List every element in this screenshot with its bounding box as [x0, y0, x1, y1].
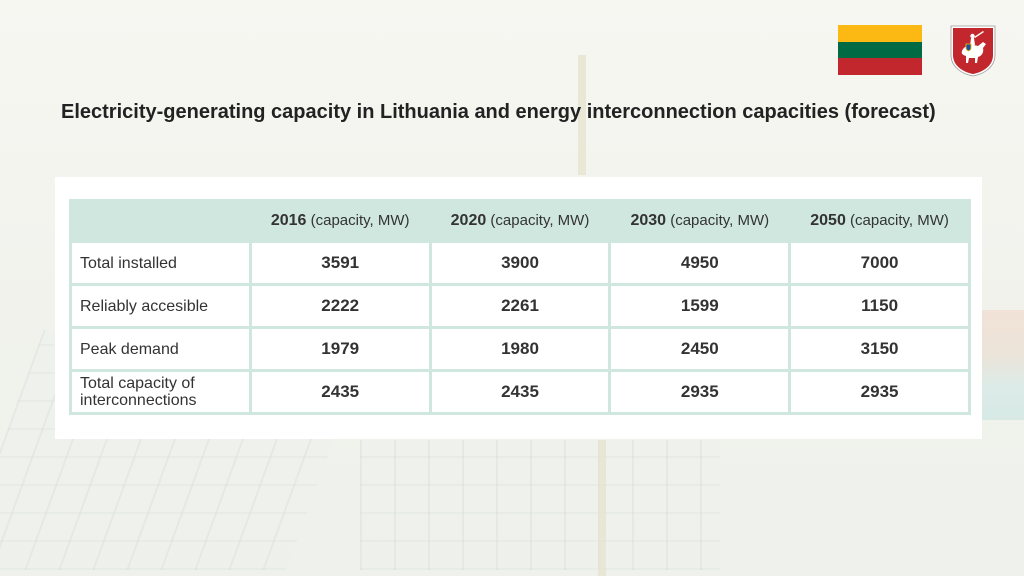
table-cell: 3900 — [431, 243, 609, 283]
table-cell: 1150 — [791, 286, 968, 326]
table-row-peak-demand: Peak demand 1979 1980 2450 3150 — [72, 329, 968, 369]
header-year: 2050 — [810, 212, 846, 229]
header-unit: (capacity, MW) — [670, 212, 770, 229]
right-scenery-strip — [980, 310, 1024, 420]
row-label: Reliably accesible — [72, 286, 249, 326]
page-title: Electricity-generating capacity in Lithu… — [61, 101, 936, 123]
header-year: 2016 — [270, 212, 307, 229]
table-row-reliably-accesible: Reliably accesible 2222 2261 1599 1150 — [72, 286, 968, 326]
table-row-interconnections: Total capacity of interconnections 2435 … — [72, 372, 968, 412]
header-year-2030: 2030 (capacity, MW) — [611, 202, 789, 240]
lithuania-flag — [838, 25, 922, 75]
flag-stripe-green — [838, 41, 922, 59]
table-card: 2016 (capacity, MW) 2020 (capacity, MW) … — [55, 177, 982, 439]
table-cell: 3150 — [791, 329, 968, 369]
table-cell: 1980 — [431, 329, 609, 369]
header-unit: (capacity, MW) — [850, 212, 949, 229]
table-cell: 2450 — [611, 329, 789, 369]
table-cell: 2435 — [431, 372, 609, 412]
table-cell: 7000 — [791, 243, 968, 283]
solar-panel-center — [360, 440, 720, 570]
header-unit: (capacity, MW) — [310, 212, 410, 229]
table-cell: 1599 — [611, 286, 789, 326]
table-cell: 2935 — [611, 372, 789, 412]
pylon-bottom — [598, 440, 606, 576]
table-cell: 2935 — [791, 372, 968, 412]
table-cell: 2435 — [251, 372, 429, 412]
table-cell: 2222 — [251, 286, 429, 326]
row-label: Total installed — [72, 243, 249, 283]
row-label: Peak demand — [72, 329, 249, 369]
pylon-left — [578, 55, 586, 175]
table-cell: 1979 — [251, 329, 429, 369]
header-year-2016: 2016 (capacity, MW) — [251, 202, 429, 240]
header-year: 2030 — [630, 212, 667, 229]
header-year-2050: 2050 (capacity, MW) — [791, 202, 968, 240]
flag-stripe-red — [838, 58, 922, 75]
lithuania-coat-of-arms-icon — [950, 25, 996, 77]
header-unit: (capacity, MW) — [490, 212, 590, 229]
table-row-total-installed: Total installed 3591 3900 4950 7000 — [72, 243, 968, 283]
row-label: Total capacity of interconnections — [72, 372, 249, 412]
table-cell: 4950 — [611, 243, 789, 283]
capacity-table: 2016 (capacity, MW) 2020 (capacity, MW) … — [69, 199, 971, 415]
header-empty-cell — [72, 202, 249, 240]
table-cell: 3591 — [251, 243, 429, 283]
table-header-row: 2016 (capacity, MW) 2020 (capacity, MW) … — [72, 202, 968, 240]
header-year: 2020 — [450, 212, 487, 229]
header-year-2020: 2020 (capacity, MW) — [431, 202, 609, 240]
flag-stripe-yellow — [838, 25, 922, 42]
table-cell: 2261 — [431, 286, 609, 326]
